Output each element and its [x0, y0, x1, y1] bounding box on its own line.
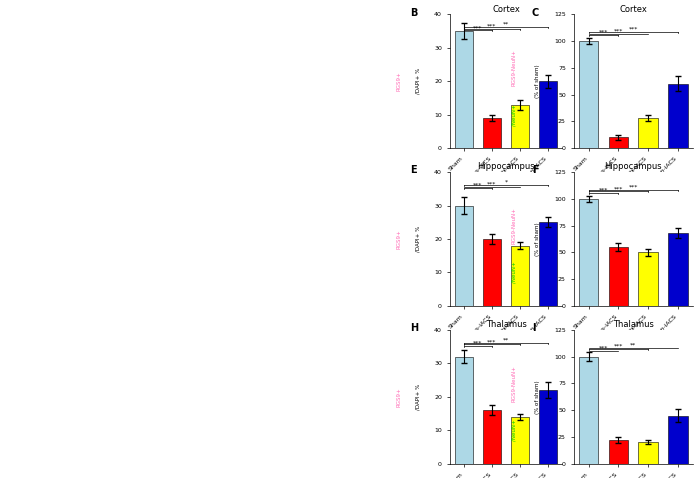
Text: /DAPI+ %: /DAPI+ % [416, 384, 421, 410]
Text: Sham: Sham [52, 176, 70, 181]
Text: ips-iACS: ips-iACS [156, 334, 181, 339]
Bar [455, 206, 473, 306]
Text: ***: *** [629, 185, 638, 190]
Text: ***: *** [487, 23, 496, 29]
Text: RGS9+: RGS9+ [396, 71, 401, 91]
Text: ***: *** [473, 25, 482, 30]
Text: *: * [505, 180, 508, 185]
Bar [511, 246, 529, 306]
Bar [539, 390, 557, 464]
Text: **: ** [503, 22, 509, 27]
Bar [483, 118, 501, 148]
Bar [455, 357, 473, 464]
Bar [668, 84, 687, 148]
Text: C: C [532, 8, 539, 18]
Text: /NeuN+: /NeuN+ [511, 261, 517, 283]
Text: /NeuN+: /NeuN+ [511, 104, 517, 126]
Title: Thalamus: Thalamus [612, 320, 654, 329]
Text: ***: *** [629, 27, 638, 32]
Bar [638, 118, 658, 148]
Text: /DAPI+ %: /DAPI+ % [416, 226, 421, 252]
Text: G: G [11, 334, 20, 344]
Title: Hippocampus: Hippocampus [477, 163, 535, 171]
Text: con-iACS: con-iACS [371, 18, 398, 23]
Bar [638, 442, 658, 464]
Text: (% of sham): (% of sham) [536, 380, 540, 413]
Text: RGS9+: RGS9+ [396, 387, 401, 407]
Text: bi-iACS: bi-iACS [265, 176, 288, 181]
Title: Cortex: Cortex [620, 5, 648, 13]
Bar [579, 41, 598, 148]
Title: Hippocampus: Hippocampus [604, 163, 662, 171]
Bar [609, 137, 628, 148]
Text: con-iACS: con-iACS [371, 176, 398, 181]
Title: Thalamus: Thalamus [486, 320, 526, 329]
Text: (% of sham): (% of sham) [536, 65, 540, 98]
Text: bi-iACS: bi-iACS [265, 18, 288, 23]
Text: con-iACS: con-iACS [371, 334, 398, 339]
Text: **: ** [630, 342, 636, 348]
Bar [539, 81, 557, 148]
Text: ***: *** [614, 344, 623, 349]
Text: ***: *** [598, 188, 608, 193]
Bar [511, 105, 529, 148]
Bar [579, 357, 598, 464]
Text: ***: *** [598, 346, 608, 350]
Text: ***: *** [487, 339, 496, 344]
Text: H: H [410, 323, 418, 333]
Bar [511, 417, 529, 464]
Bar [455, 31, 473, 148]
Bar [668, 415, 687, 464]
Text: ***: *** [598, 30, 608, 35]
Text: bi-iACS: bi-iACS [265, 334, 288, 339]
Text: ***: *** [614, 186, 623, 191]
Text: **: ** [503, 337, 509, 343]
Text: ***: *** [487, 181, 496, 186]
Title: Cortex: Cortex [492, 5, 520, 13]
Text: D: D [11, 176, 20, 186]
Text: ***: *** [473, 341, 482, 346]
Text: Sham: Sham [52, 334, 70, 339]
Text: RGS9-NeuN+: RGS9-NeuN+ [511, 49, 517, 86]
Text: ips-iACS: ips-iACS [156, 18, 181, 23]
Bar [668, 233, 687, 306]
Bar [638, 252, 658, 306]
Text: (% of sham): (% of sham) [536, 222, 540, 256]
Text: ***: *** [473, 183, 482, 188]
Text: Sham: Sham [52, 18, 70, 23]
Text: /DAPI+ %: /DAPI+ % [416, 68, 421, 94]
Bar [609, 440, 628, 464]
Bar [483, 239, 501, 306]
Text: E: E [410, 165, 416, 175]
Bar [539, 222, 557, 306]
Text: ips-iACS: ips-iACS [156, 176, 181, 181]
Text: F: F [532, 165, 538, 175]
Text: I: I [532, 323, 536, 333]
Bar [609, 247, 628, 306]
Text: B: B [410, 8, 417, 18]
Text: RGS9-NeuN+: RGS9-NeuN+ [511, 365, 517, 402]
Text: A: A [11, 18, 19, 28]
Bar [579, 199, 598, 306]
Text: ***: *** [614, 28, 623, 33]
Text: RGS9-NeuN+: RGS9-NeuN+ [511, 207, 517, 244]
Text: /NeuN+: /NeuN+ [511, 419, 517, 441]
Text: RGS9+: RGS9+ [396, 229, 401, 249]
Bar [483, 410, 501, 464]
